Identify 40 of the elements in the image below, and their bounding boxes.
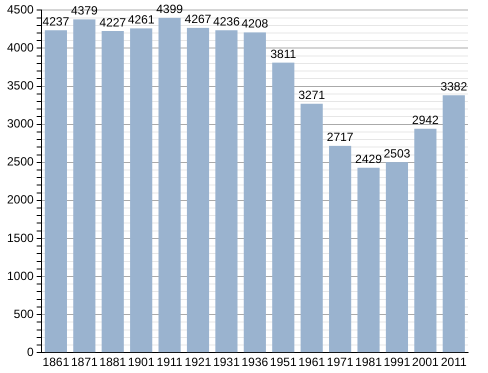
x-tick-label: 1971 xyxy=(326,355,354,370)
x-tick-label: 2001 xyxy=(412,355,440,370)
data-label: 4208 xyxy=(241,16,269,31)
y-tick-label: 4500 xyxy=(6,2,34,17)
y-tick-label: 0 xyxy=(27,344,34,359)
data-label: 2717 xyxy=(326,130,354,144)
data-label: 4227 xyxy=(99,15,126,30)
data-label: 4267 xyxy=(184,12,212,26)
x-tick-label: 1861 xyxy=(42,355,70,370)
data-label: 2503 xyxy=(384,146,411,160)
data-label: 2942 xyxy=(412,113,440,128)
data-label: 4379 xyxy=(70,4,98,18)
y-tick-label: 3500 xyxy=(6,78,34,93)
y-tick-label: 4000 xyxy=(6,40,34,55)
x-tick-label: 1921 xyxy=(184,355,212,370)
data-label: 3382 xyxy=(440,80,468,94)
data-label: 4237 xyxy=(42,14,70,29)
data-label: 3271 xyxy=(298,88,326,102)
x-tick-label: 1951 xyxy=(270,355,297,370)
data-label: 3811 xyxy=(270,46,296,61)
data-label: 4399 xyxy=(156,2,184,16)
x-tick-label: 1911 xyxy=(156,355,183,370)
data-label: 2429 xyxy=(355,152,382,166)
x-tick-label: 1981 xyxy=(355,355,382,370)
x-tick-label: 1931 xyxy=(213,355,240,370)
y-tick-label: 2000 xyxy=(6,192,34,207)
y-tick-label: 500 xyxy=(14,306,34,321)
data-label: 4236 xyxy=(213,14,240,29)
x-tick-label: 1871 xyxy=(70,355,98,370)
x-tick-label: 1936 xyxy=(241,355,269,370)
y-tick-label: 1500 xyxy=(6,230,34,245)
x-tick-label: 1881 xyxy=(99,355,126,370)
x-tick-label: 2011 xyxy=(440,355,468,370)
y-tick-label: 1000 xyxy=(6,268,34,283)
x-tick-label: 1961 xyxy=(298,355,326,370)
x-tick-label: 1991 xyxy=(384,355,411,370)
y-tick-label: 3000 xyxy=(6,116,34,131)
data-label: 4261 xyxy=(128,12,155,27)
x-tick-label: 1901 xyxy=(128,355,155,370)
y-tick-label: 2500 xyxy=(6,154,34,169)
